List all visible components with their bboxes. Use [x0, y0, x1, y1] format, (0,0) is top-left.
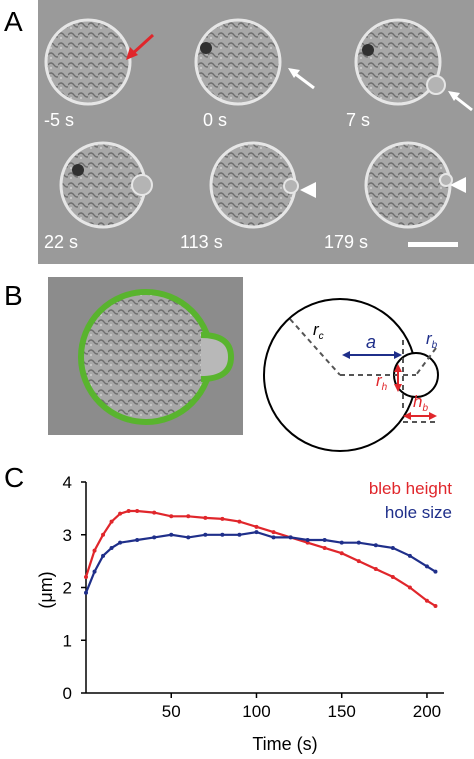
- x-tick-label: 150: [328, 702, 356, 721]
- arrowhead-icon: [300, 182, 316, 198]
- data-point: [237, 532, 242, 537]
- chart-axes: 0 1 2 3 4 50 100 150 200: [63, 473, 444, 721]
- cell-4: [59, 141, 153, 229]
- data-point: [339, 551, 344, 556]
- y-tick-label: 1: [63, 631, 72, 650]
- white-arrow-icon-2: [448, 91, 473, 112]
- label-rh: rh: [376, 371, 388, 393]
- legend-bleb-height: bleb height: [369, 479, 452, 498]
- label-a: a: [366, 332, 376, 352]
- data-point: [433, 569, 438, 574]
- panel-a-letter: A: [4, 6, 23, 37]
- series-line-0: [84, 509, 437, 607]
- data-point: [237, 519, 242, 524]
- data-point: [152, 510, 157, 515]
- time-label: 22 s: [44, 232, 79, 252]
- label-rc: rc: [313, 320, 324, 342]
- data-point: [271, 535, 276, 540]
- label-rb: rb: [426, 329, 438, 351]
- data-point: [220, 516, 225, 521]
- time-label: 7 s: [346, 110, 371, 130]
- data-point: [254, 530, 259, 535]
- data-point: [118, 511, 123, 516]
- data-point: [254, 524, 259, 529]
- data-point: [390, 574, 395, 579]
- data-point: [373, 567, 378, 572]
- data-point: [152, 535, 157, 540]
- data-point: [126, 509, 131, 514]
- data-point: [92, 569, 97, 574]
- chart-series: [84, 509, 438, 608]
- data-point: [186, 514, 191, 519]
- y-tick-label: 3: [63, 526, 72, 545]
- data-point: [169, 532, 174, 537]
- data-point: [356, 540, 361, 545]
- data-point: [424, 598, 429, 603]
- cell-2: [194, 18, 282, 106]
- scale-bar: [408, 242, 458, 247]
- y-tick-label: 4: [63, 473, 72, 492]
- data-point: [118, 540, 123, 545]
- cell-3: [354, 18, 446, 106]
- x-tick-label: 50: [162, 702, 181, 721]
- data-point: [135, 538, 140, 543]
- data-point: [339, 540, 344, 545]
- panel-b-letter: B: [4, 280, 23, 311]
- y-tick-label: 0: [63, 684, 72, 703]
- red-arrow-icon: [126, 33, 155, 60]
- data-point: [203, 532, 208, 537]
- data-point: [433, 603, 438, 608]
- data-point: [407, 553, 412, 558]
- data-point: [169, 514, 174, 519]
- data-point: [322, 545, 327, 550]
- data-point: [407, 585, 412, 590]
- x-tick-label: 200: [413, 702, 441, 721]
- data-point: [92, 548, 97, 553]
- data-point: [220, 532, 225, 537]
- label-hb: hb: [413, 392, 428, 414]
- arrowhead-icon-2: [450, 177, 466, 193]
- y-axis-label: (μm): [36, 571, 56, 608]
- data-point: [288, 535, 293, 540]
- panel-c-chart: 0 1 2 3 4 50 100 150 200 Time (s) (μm) bleb heig…: [36, 473, 452, 754]
- time-label: 113 s: [180, 232, 223, 252]
- x-axis-label: Time (s): [252, 734, 317, 754]
- time-label: 179 s: [324, 232, 369, 252]
- cell-5: [209, 141, 299, 229]
- panel-b-diagram: rc a rb rh hb: [263, 298, 439, 452]
- data-point: [356, 559, 361, 564]
- panel-b-photo: [48, 277, 243, 435]
- data-point: [109, 519, 114, 524]
- data-point: [109, 545, 114, 550]
- cell-6: [364, 141, 453, 229]
- time-label: -5 s: [44, 110, 75, 130]
- y-tick-label: 2: [63, 579, 72, 598]
- legend-hole-size: hole size: [385, 503, 452, 522]
- data-point: [101, 532, 106, 537]
- x-tick-label: 100: [242, 702, 270, 721]
- panel-c-letter: C: [4, 462, 25, 493]
- time-label: 0 s: [203, 110, 228, 130]
- data-point: [101, 553, 106, 558]
- data-point: [203, 515, 208, 520]
- data-point: [84, 574, 88, 579]
- data-point: [84, 590, 88, 595]
- white-arrow-icon: [288, 68, 315, 90]
- cell-1: [44, 18, 132, 106]
- data-point: [186, 535, 191, 540]
- data-point: [305, 538, 310, 543]
- data-point: [373, 543, 378, 548]
- data-point: [390, 545, 395, 550]
- panel-a-cells: [44, 18, 473, 247]
- data-point: [424, 564, 429, 569]
- data-point: [271, 530, 276, 535]
- data-point: [322, 538, 327, 543]
- data-point: [135, 509, 140, 514]
